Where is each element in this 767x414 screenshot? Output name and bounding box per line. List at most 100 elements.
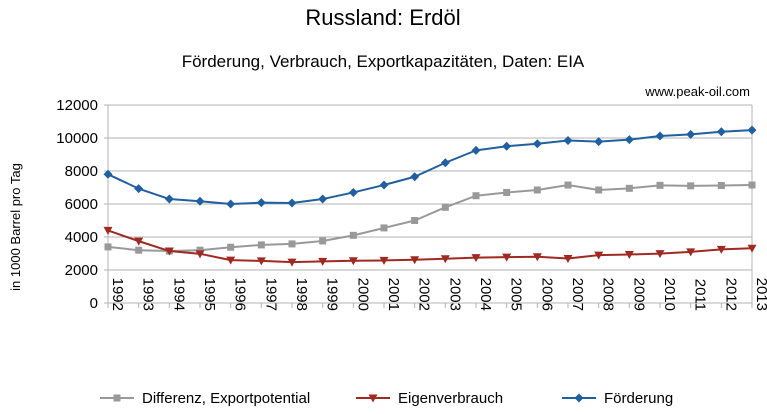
series-line [107,229,753,264]
data-point [747,125,757,135]
data-point [655,250,665,259]
series-layer [103,125,757,267]
x-tick-label: 2000 [354,278,371,311]
data-point [226,199,236,209]
legend-label: Förderung [604,390,673,407]
data-point [441,203,449,211]
data-point [103,226,113,235]
x-tick-labels: 1992 1993 1994 1995 1996 1997 1998 1999 2000 2001… [109,278,767,311]
data-point [287,198,297,208]
x-tick-label: 2012 [722,278,739,311]
data-point [379,256,389,265]
data-point [716,127,726,137]
legend-item-2: Förderung [562,390,673,407]
data-point [318,194,328,204]
data-point [440,158,450,168]
data-point [440,255,450,264]
data-point [687,182,695,190]
data-point [379,180,389,190]
x-tick-label: 1996 [232,278,249,311]
data-point [103,169,113,179]
x-tick-label: 2001 [385,278,402,311]
data-point [318,257,328,266]
x-tick-label: 2009 [630,278,647,311]
axes [104,104,753,308]
chart-subtitle: Förderung, Verbrauch, Exportkapazitäten,… [182,52,585,71]
x-tick-label: 1997 [262,278,279,311]
data-point [625,184,633,192]
series-1 [103,226,757,267]
data-point [686,248,696,257]
data-point [502,141,512,151]
data-point [503,188,511,196]
data-point [348,187,358,197]
data-point [563,135,573,145]
series-line [107,184,753,253]
series-0 [104,181,756,255]
data-point [410,172,420,182]
data-point [134,184,144,194]
legend-item-1: Eigenverbrauch [356,390,503,407]
data-point [287,258,297,267]
y-tick-label: 10000 [56,130,98,147]
legend-label: Eigenverbrauch [398,390,503,407]
data-point [113,394,121,402]
y-tick-label: 0 [90,295,98,312]
y-tick-labels: 0 2000 4000 6000 8000 10000 12000 [56,97,98,312]
legend-label: Differenz, Exportpotential [142,390,310,407]
gridlines [108,104,752,304]
x-tick-label: 1992 [109,278,126,311]
data-point [227,243,235,251]
data-point [368,394,378,403]
series-line [107,129,753,205]
data-point [164,247,174,256]
chart-title: Russland: Erdöl [305,5,460,30]
data-point [134,237,144,246]
data-point [195,250,205,259]
data-point [410,256,420,265]
data-point [748,181,756,189]
y-tick-label: 2000 [65,262,98,279]
y-tick-label: 8000 [65,163,98,180]
y-axis-label: in 1000 Barrel pro Tag [8,163,23,291]
data-point [656,181,664,189]
data-point [471,145,481,155]
data-point [502,253,512,262]
y-tick-label: 4000 [65,229,98,246]
data-point [686,129,696,139]
data-point [747,244,757,253]
data-point [226,256,236,265]
data-point [655,131,665,141]
x-tick-label: 2007 [569,278,586,311]
x-tick-label: 2011 [692,279,709,311]
data-point [716,245,726,254]
x-tick-label: 2003 [446,278,463,311]
data-point [288,240,296,248]
x-tick-label: 1995 [201,278,218,311]
data-point [624,135,634,145]
x-tick-label: 2006 [538,278,555,311]
data-point [380,224,388,232]
legend: Differenz, Exportpotential Eigenverbrauch… [100,390,673,407]
data-point [472,192,480,200]
y-tick-label: 12000 [56,97,98,114]
data-point [564,181,572,189]
data-point [196,246,204,254]
data-point [574,393,584,403]
data-point [533,186,541,194]
x-tick-label: 1998 [293,278,310,311]
data-point [594,251,604,260]
data-point [195,196,205,206]
data-point [256,257,266,266]
x-tick-label: 2010 [661,278,678,311]
x-tick-label: 2002 [416,278,433,311]
x-tick-label: 2004 [477,278,494,311]
legend-item-0: Differenz, Exportpotential [100,390,310,407]
x-tick-label: 1994 [170,278,187,311]
data-point [135,246,143,254]
data-point [532,253,542,262]
x-tick-label: 1993 [140,278,157,311]
data-point [411,217,419,224]
x-tick-label: 2013 [753,278,767,311]
